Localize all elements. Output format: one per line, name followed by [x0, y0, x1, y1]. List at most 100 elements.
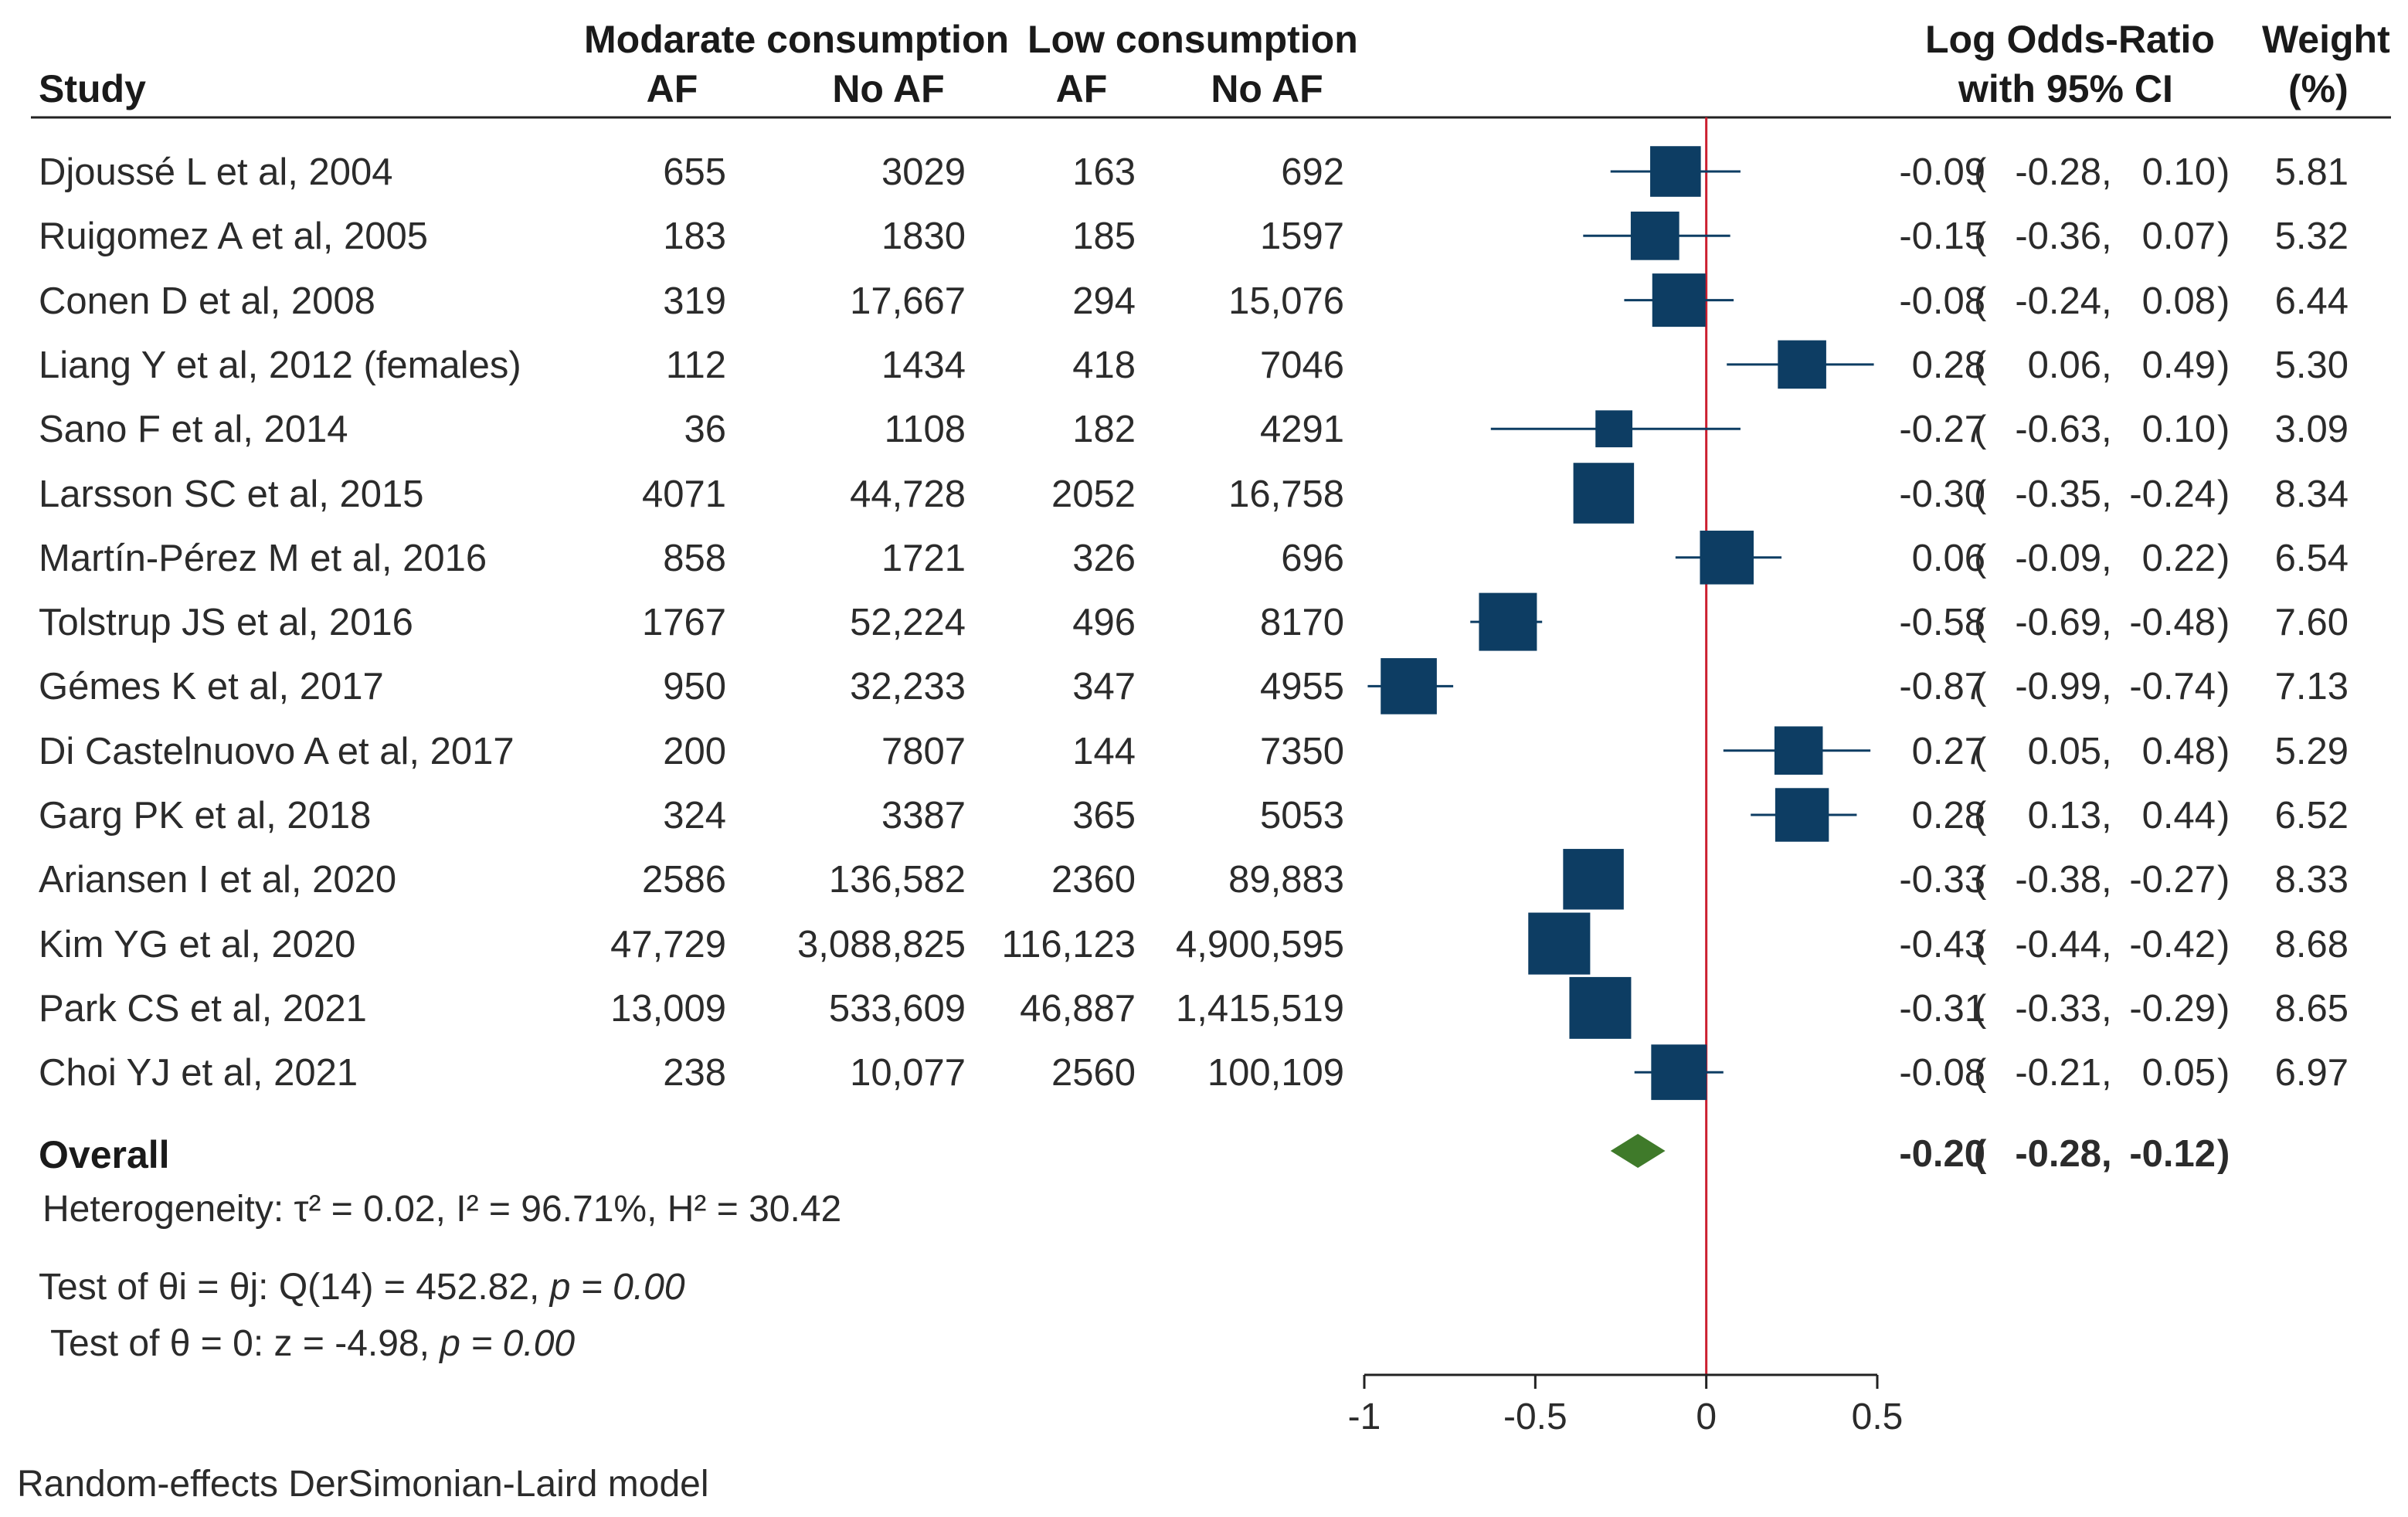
low-af-value: 182: [1072, 409, 1136, 451]
mod-af-value: 324: [663, 795, 726, 837]
ci-comma: ,: [2101, 602, 2112, 644]
study-name: Tolstrup JS et al, 2016: [39, 602, 413, 644]
header-study: Study: [39, 67, 146, 110]
heterogeneity-stat: Heterogeneity: τ² = 0.02, I² = 96.71%, H…: [42, 1189, 842, 1230]
weight-value: 8.33: [2274, 859, 2349, 901]
mod-af-value: 13,009: [610, 987, 726, 1030]
study-name: Conen D et al, 2008: [39, 280, 375, 322]
ci-upper-value: -0.48: [2129, 602, 2216, 644]
lor-value: -0.08: [1899, 1052, 1985, 1094]
mod-noaf-value: 136,582: [828, 859, 966, 901]
lor-value: -0.33: [1899, 859, 1985, 901]
x-tick-label: -0.5: [1503, 1397, 1567, 1437]
low-noaf-value: 4,900,595: [1176, 923, 1344, 966]
ci-upper-value: 0.05: [2141, 1052, 2216, 1094]
ci-open: (: [1974, 1052, 1987, 1094]
x-axis: -1 -0.5 0 0.5: [1348, 1373, 1903, 1437]
lor-value: 0.06: [1911, 537, 1985, 579]
lor-value: -0.09: [1899, 151, 1985, 193]
low-af-value: 365: [1072, 795, 1136, 837]
mod-noaf-value: 44,728: [850, 473, 966, 515]
estimate-square: [1479, 592, 1537, 651]
header-low-af: AF: [1055, 67, 1108, 110]
estimate-square: [1778, 340, 1826, 389]
lor-value: -0.15: [1899, 216, 1985, 258]
study-name: Di Castelnuovo A et al, 2017: [39, 730, 515, 772]
ci-upper-value: 0.48: [2141, 730, 2216, 772]
low-af-value: 2360: [1051, 859, 1136, 901]
ci-close: ): [2217, 666, 2230, 708]
mod-noaf-value: 10,077: [850, 1052, 966, 1094]
model-footnote: Random-effects DerSimonian-Laird model: [17, 1464, 709, 1505]
estimate-square: [1652, 273, 1706, 327]
low-noaf-value: 7350: [1259, 730, 1344, 772]
ci-comma: ,: [2101, 151, 2112, 193]
ci-lower-value: -0.24: [2015, 280, 2101, 322]
low-noaf-value: 1,415,519: [1176, 987, 1344, 1030]
ci-lower-value: 0.05: [2027, 730, 2101, 772]
ci-comma: ,: [2101, 923, 2112, 966]
ci-upper-value: 0.44: [2141, 795, 2216, 837]
estimate-square: [1774, 726, 1823, 775]
mod-af-value: 319: [663, 280, 726, 322]
low-noaf-value: 8170: [1259, 602, 1344, 644]
ci-lower-value: -0.36: [2015, 216, 2101, 258]
overall-ci-comma: ,: [2101, 1133, 2112, 1175]
ci-lower-value: 0.13: [2027, 795, 2101, 837]
low-noaf-value: 100,109: [1207, 1052, 1344, 1094]
header-moderate-group: Modarate consumption: [584, 18, 1010, 61]
header-low-group: Low consumption: [1027, 18, 1358, 61]
ci-comma: ,: [2101, 859, 2112, 901]
low-noaf-value: 15,076: [1228, 280, 1344, 322]
test-homogeneity: Test of θi = θj: Q(14) = 452.82, p = 0.0…: [39, 1269, 685, 1306]
ci-upper-value: -0.29: [2129, 987, 2216, 1030]
ci-close: ): [2217, 923, 2230, 966]
overall-ci-open: (: [1974, 1133, 1987, 1175]
header-low-noaf: No AF: [1211, 67, 1323, 110]
low-noaf-value: 692: [1281, 151, 1344, 193]
lor-value: 0.27: [1911, 730, 1985, 772]
lor-value: -0.27: [1899, 409, 1985, 451]
lor-value: 0.28: [1911, 795, 1985, 837]
ci-comma: ,: [2101, 344, 2112, 386]
ci-lower-value: -0.63: [2015, 409, 2101, 451]
study-name: Garg PK et al, 2018: [39, 795, 372, 837]
ci-open: (: [1974, 795, 1987, 837]
test-effect-text: Test of θ = 0: z = -4.98,: [50, 1323, 440, 1364]
low-noaf-value: 89,883: [1228, 859, 1344, 901]
study-name: Kim YG et al, 2020: [39, 923, 356, 966]
ci-comma: ,: [2101, 280, 2112, 322]
mod-noaf-value: 3029: [881, 151, 966, 193]
ci-comma: ,: [2101, 987, 2112, 1030]
header-log-or-line2: with 95% CI: [1958, 67, 2173, 110]
low-af-value: 326: [1072, 537, 1136, 579]
ci-open: (: [1974, 730, 1987, 772]
ci-lower-value: -0.33: [2015, 987, 2101, 1030]
weight-value: 6.52: [2274, 795, 2349, 837]
forest-marks: [1367, 117, 1874, 1375]
lor-value: -0.08: [1899, 280, 1985, 322]
study-name: Choi YJ et al, 2021: [39, 1052, 358, 1094]
lor-value: 0.28: [1911, 344, 1985, 386]
ci-lower-value: -0.28: [2015, 151, 2101, 193]
lor-value: -0.31: [1899, 987, 1985, 1030]
mod-noaf-value: 1108: [884, 409, 966, 451]
low-noaf-value: 16,758: [1228, 473, 1344, 515]
ci-close: ): [2217, 473, 2230, 515]
weight-value: 8.34: [2274, 473, 2349, 515]
estimate-square: [1573, 463, 1635, 524]
x-tick-label: 0: [1696, 1397, 1717, 1437]
ci-lower-value: -0.09: [2015, 537, 2101, 579]
low-noaf-value: 4955: [1259, 666, 1344, 708]
low-af-value: 46,887: [1020, 987, 1136, 1030]
study-name: Djoussé L et al, 2004: [39, 151, 393, 193]
ci-upper-value: 0.08: [2141, 280, 2216, 322]
header-weight-line2: (%): [2288, 67, 2349, 110]
ci-comma: ,: [2101, 666, 2112, 708]
low-af-value: 116,123: [1001, 923, 1136, 966]
ci-open: (: [1974, 602, 1987, 644]
weight-value: 6.44: [2274, 280, 2349, 322]
weight-value: 5.30: [2274, 344, 2349, 386]
estimate-square: [1700, 531, 1754, 585]
